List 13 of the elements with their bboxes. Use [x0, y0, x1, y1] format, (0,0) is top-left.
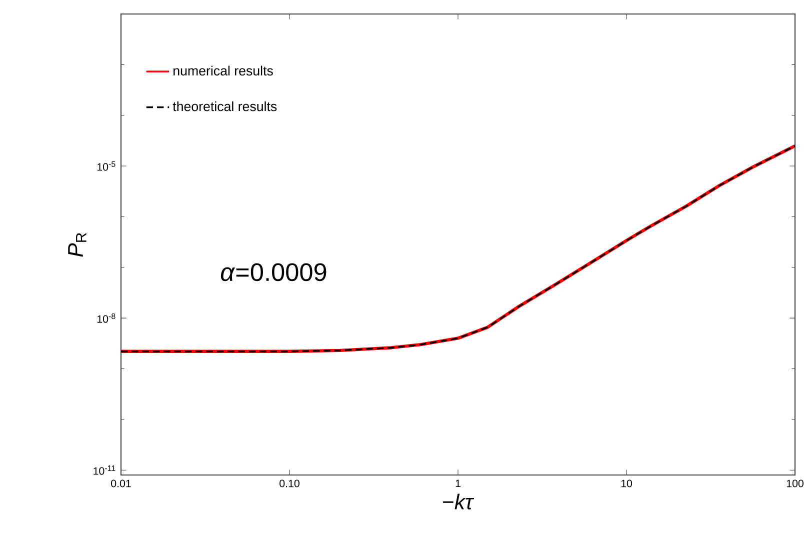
y-axis-title: P$_{R}$: [68, 233, 86, 257]
x-tick-label: 1: [456, 480, 460, 488]
y-tick-label: 10$^{-11}$: [94, 465, 116, 475]
x-tick-label: 0.01: [111, 480, 131, 488]
y-tick-label: 10$^{-8}$: [97, 313, 116, 323]
annotation: α=0.0009: [220, 263, 326, 282]
x-tick-label: 0.10: [280, 480, 300, 488]
x-axis-title: −kτ: [442, 494, 474, 510]
legend-label: theoretical results: [172, 101, 277, 112]
legend-label: numerical results: [174, 66, 273, 76]
x-tick-label: 10: [621, 480, 632, 488]
y-tick-label: 10$^{-5}$: [97, 161, 116, 171]
x-tick-label: 100: [786, 480, 804, 488]
